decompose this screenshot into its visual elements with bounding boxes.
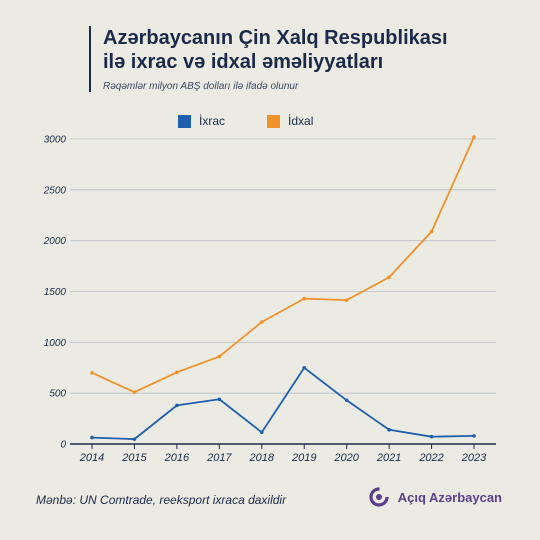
legend-label-import: İdxal	[288, 114, 314, 128]
data-point-import	[472, 135, 476, 139]
title-block: Azərbaycanın Çin Xalq Respublikası ilə i…	[89, 26, 533, 92]
data-point-export	[472, 434, 476, 438]
chart-title-line-2: ilə ixrac və idxal əməliyyatları	[103, 51, 384, 73]
legend-label-export: İxrac	[199, 114, 226, 128]
chart-title: Azərbaycanın Çin Xalq Respublikası ilə i…	[103, 26, 533, 74]
x-tick-label: 2023	[461, 452, 487, 464]
brand-name: Açıq Azərbaycan	[397, 489, 502, 505]
legend-swatch-export	[178, 114, 191, 128]
source-note: Mənbə: UN Comtrade, reeksport ixraca dax…	[36, 493, 287, 507]
legend-item-export: İxrac	[178, 114, 225, 128]
data-point-import	[387, 275, 391, 280]
chart-title-line-1: Azərbaycanın Çin Xalq Respublikası	[103, 27, 448, 49]
y-tick-label: 2500	[43, 185, 67, 196]
data-point-import	[175, 370, 179, 375]
legend-item-import: İdxal	[267, 114, 313, 128]
x-tick-label: 2017	[206, 452, 232, 464]
series-line-import	[91, 136, 475, 394]
y-tick-label: 0	[60, 440, 66, 451]
data-point-import	[90, 371, 94, 375]
y-tick-label: 1000	[44, 338, 67, 349]
data-point-import	[302, 296, 307, 301]
data-point-import	[132, 390, 137, 394]
x-tick-label: 2018	[249, 452, 275, 464]
y-tick-label: 3000	[44, 135, 67, 146]
chart-subtitle: Rəqəmlər milyon ABŞ dolları ilə ifadə ol…	[103, 81, 299, 92]
brand-logo-icon	[369, 487, 389, 507]
data-point-export	[387, 427, 391, 432]
data-point-export	[259, 430, 264, 435]
data-point-import	[429, 229, 434, 234]
legend-swatch-import	[267, 114, 281, 128]
x-tick-label: 2019	[291, 452, 316, 464]
data-point-import	[259, 320, 264, 324]
data-point-export	[217, 397, 222, 402]
data-point-export	[132, 437, 137, 441]
data-point-import	[344, 298, 349, 302]
x-tick-label: 2022	[418, 452, 443, 464]
y-tick-label: 500	[49, 389, 66, 400]
series-line-export	[91, 366, 475, 441]
data-point-export	[90, 435, 94, 440]
data-point-export	[344, 398, 349, 403]
x-tick-label: 2020	[333, 452, 359, 464]
y-tick-label: 2000	[43, 236, 67, 247]
x-tick-label: 2014	[79, 452, 104, 464]
y-tick-label: 1500	[44, 287, 67, 298]
data-point-export	[429, 434, 434, 439]
x-tick-label: 2016	[164, 452, 190, 464]
brand: Açıq Azərbaycan	[368, 486, 502, 508]
x-tick-label: 2021	[376, 452, 401, 464]
data-point-import	[217, 354, 222, 359]
legend: İxrac İdxal	[178, 114, 313, 128]
data-point-export	[302, 365, 307, 370]
x-tick-label: 2015	[121, 452, 147, 464]
data-point-export	[175, 403, 179, 408]
